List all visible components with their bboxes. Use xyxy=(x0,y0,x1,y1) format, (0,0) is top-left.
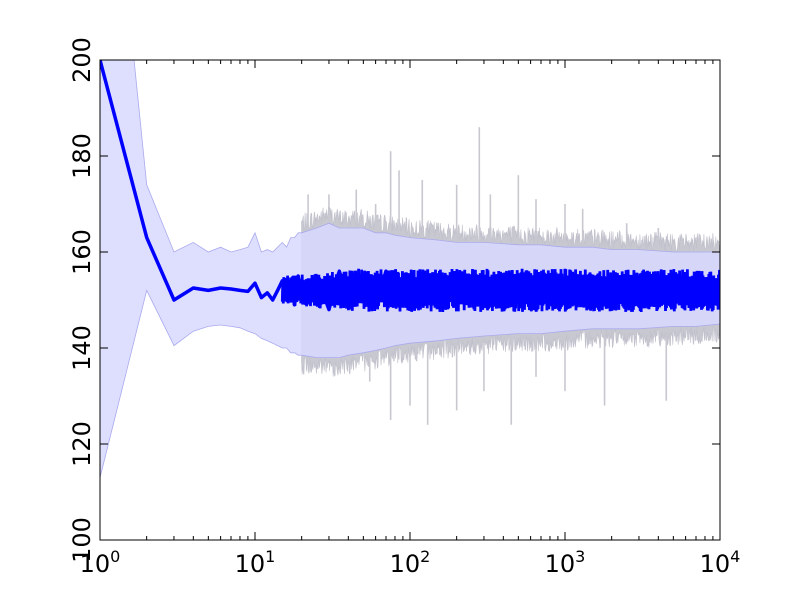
x-tick-base: 10 xyxy=(700,550,731,578)
x-tick-label: 104 xyxy=(700,547,741,578)
mean-line-oscillation xyxy=(280,268,720,313)
x-tick-exponent: 1 xyxy=(265,547,275,566)
x-tick-base: 10 xyxy=(235,550,266,578)
x-tick-label: 103 xyxy=(545,547,586,578)
plot-frame xyxy=(99,59,721,541)
x-tick-label: 100 xyxy=(80,547,121,578)
y-tick-label: 100 xyxy=(68,517,96,563)
x-tick-base: 10 xyxy=(545,550,576,578)
x-tick-exponent: 3 xyxy=(575,547,585,566)
y-tick-label: 140 xyxy=(68,325,96,371)
x-tick-base: 10 xyxy=(390,550,421,578)
y-tick-label: 160 xyxy=(68,229,96,275)
y-tick-label: 200 xyxy=(68,37,96,83)
y-tick-label: 120 xyxy=(68,421,96,467)
confidence-band xyxy=(100,60,720,478)
x-tick-exponent: 4 xyxy=(730,547,740,566)
x-tick-base: 10 xyxy=(80,550,111,578)
y-tick-label: 180 xyxy=(68,133,96,179)
x-tick-exponent: 0 xyxy=(110,547,120,566)
x-tick-label: 102 xyxy=(390,547,431,578)
x-tick-exponent: 2 xyxy=(420,547,430,566)
x-tick-label: 101 xyxy=(235,547,276,578)
